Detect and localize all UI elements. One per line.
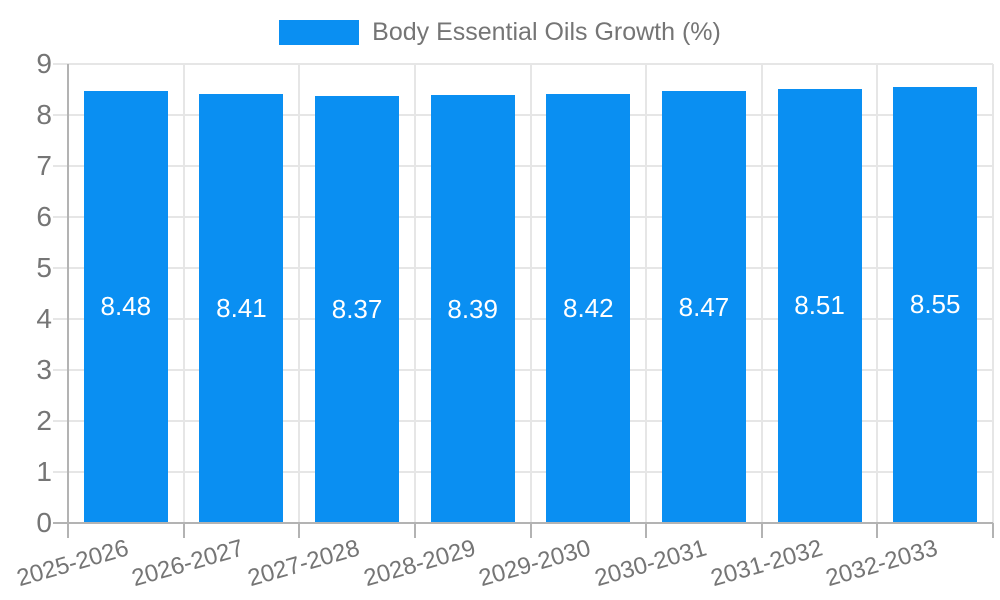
gridline-vertical — [760, 64, 763, 523]
x-axis-tick — [413, 523, 416, 538]
y-axis-tick-label: 4 — [36, 303, 52, 334]
bar: 8.55 — [893, 86, 978, 523]
gridline-horizontal — [53, 267, 993, 269]
y-axis-tick-label: 9 — [36, 48, 52, 79]
bar-value-label: 8.39 — [447, 293, 498, 324]
gridline-vertical — [645, 64, 648, 523]
x-axis-tick — [992, 523, 994, 538]
gridline-horizontal — [53, 165, 993, 167]
bar-value-label: 8.48 — [100, 291, 152, 322]
gridline-horizontal — [53, 318, 993, 320]
gridline-vertical — [992, 64, 994, 523]
bar-value-label: 8.55 — [909, 289, 961, 320]
bar-value-label: 8.37 — [331, 294, 383, 325]
y-axis-tick-label: 3 — [36, 354, 52, 385]
y-axis-tick-label: 5 — [36, 252, 52, 283]
gridline-vertical — [298, 64, 301, 523]
gridline-horizontal — [53, 63, 993, 65]
gridline-vertical — [529, 64, 532, 523]
gridline-horizontal — [53, 216, 993, 218]
y-axis-tick-label: 7 — [36, 150, 52, 181]
bar-value-label: 8.51 — [794, 290, 845, 321]
bar: 8.48 — [83, 90, 168, 523]
legend-swatch — [279, 19, 360, 45]
y-axis-tick-label: 1 — [36, 456, 52, 487]
bar: 8.51 — [777, 88, 862, 523]
bar: 8.39 — [430, 95, 515, 523]
y-axis-tick-label: 6 — [36, 201, 52, 232]
x-axis-tick — [760, 523, 763, 538]
gridline-vertical — [182, 64, 185, 523]
bar-value-label: 8.42 — [563, 292, 614, 323]
legend-label: Body Essential Oils Growth (%) — [372, 17, 721, 46]
x-axis-tick — [529, 523, 532, 538]
bar: 8.42 — [546, 93, 631, 523]
gridline-horizontal — [53, 420, 993, 422]
x-axis-baseline — [53, 522, 993, 524]
y-axis-tick-label: 2 — [36, 405, 52, 436]
x-axis-tick — [182, 523, 185, 538]
gridline-horizontal — [53, 369, 993, 371]
bar: 8.41 — [199, 94, 284, 523]
x-axis-tick — [645, 523, 648, 538]
x-axis-tick — [876, 523, 879, 538]
bar-value-label: 8.47 — [678, 291, 730, 322]
bar-value-label: 8.41 — [216, 293, 267, 324]
x-axis-tick — [298, 523, 301, 538]
gridline-horizontal — [53, 471, 993, 473]
bar: 8.47 — [661, 91, 746, 523]
chart-legend: Body Essential Oils Growth (%) — [0, 17, 1000, 47]
gridline-horizontal — [53, 114, 993, 116]
y-axis-tick-label: 0 — [36, 507, 52, 538]
y-axis-line — [67, 64, 69, 538]
gridline-vertical — [413, 64, 416, 523]
bar: 8.37 — [315, 96, 400, 523]
gridline-vertical — [876, 64, 879, 523]
y-axis-tick-label: 8 — [36, 99, 52, 130]
